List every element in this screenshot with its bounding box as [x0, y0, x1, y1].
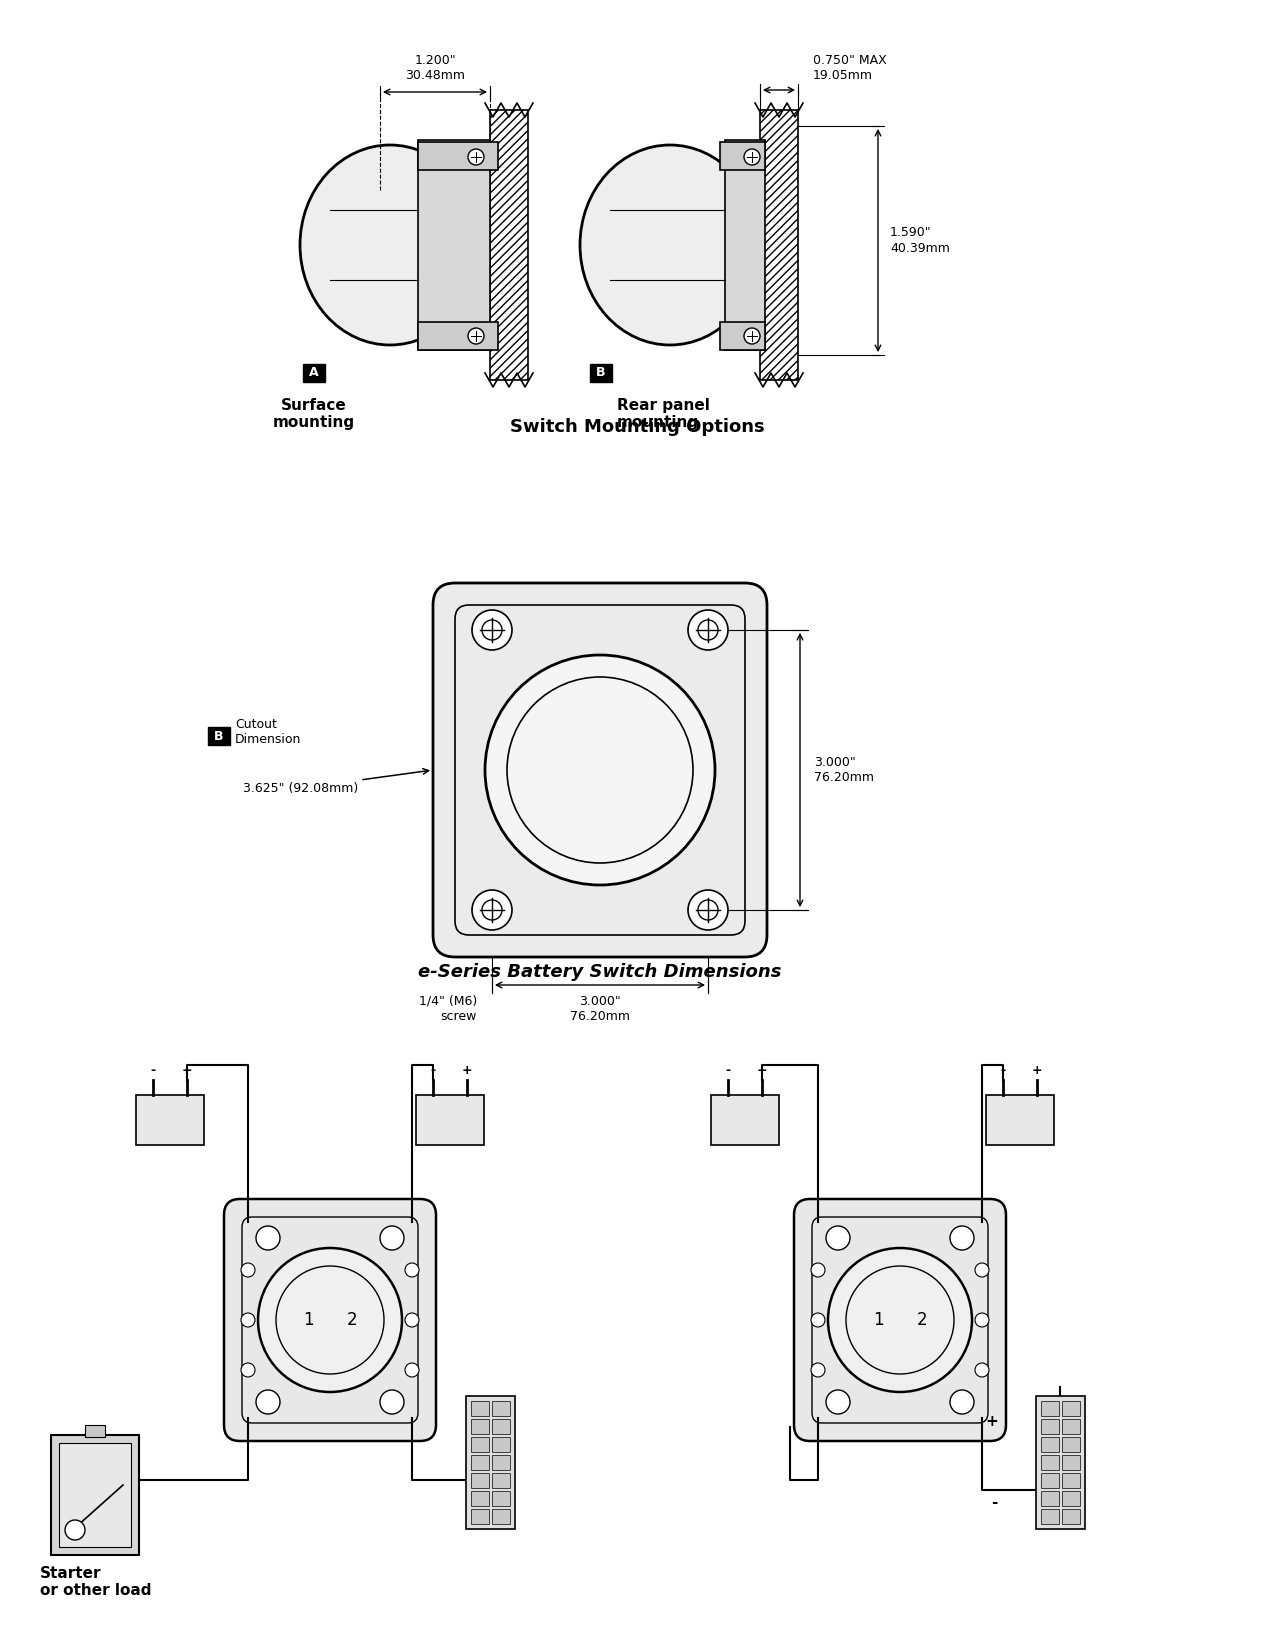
Text: +: + [756, 1064, 768, 1077]
Bar [1040, 1455, 1058, 1470]
Bar [725, 140, 765, 350]
Circle shape [468, 148, 484, 165]
Bar [986, 1096, 1054, 1145]
Text: Starter
or other load: Starter or other load [40, 1566, 152, 1599]
Circle shape [241, 1363, 255, 1378]
Bar [1062, 1437, 1080, 1452]
Bar [491, 1437, 510, 1452]
Circle shape [745, 328, 760, 343]
Circle shape [697, 899, 718, 921]
Circle shape [256, 1226, 280, 1251]
Text: 3.000"
76.20mm: 3.000" 76.20mm [570, 995, 630, 1023]
Circle shape [827, 1247, 972, 1393]
Circle shape [975, 1313, 989, 1327]
Bar [470, 1490, 488, 1505]
Bar [1062, 1490, 1080, 1505]
Text: B: B [214, 729, 223, 742]
Circle shape [484, 655, 715, 884]
Circle shape [811, 1363, 825, 1378]
Bar [1040, 1472, 1058, 1488]
Bar [418, 140, 490, 350]
Circle shape [241, 1262, 255, 1277]
Circle shape [472, 889, 513, 931]
Circle shape [811, 1313, 825, 1327]
Bar [491, 1455, 510, 1470]
Circle shape [688, 889, 728, 931]
Bar [760, 111, 798, 380]
Bar [1062, 1419, 1080, 1434]
Bar [490, 111, 528, 380]
Bar [590, 365, 612, 383]
Text: 0.750" MAX
19.05mm: 0.750" MAX 19.05mm [813, 54, 886, 82]
Bar [760, 111, 798, 380]
Bar [303, 365, 325, 383]
Circle shape [380, 1226, 404, 1251]
Circle shape [405, 1363, 419, 1378]
Text: 1: 1 [302, 1312, 314, 1328]
Text: 3.625" (92.08mm): 3.625" (92.08mm) [242, 782, 358, 795]
Bar [491, 1490, 510, 1505]
Bar [470, 1508, 488, 1523]
FancyBboxPatch shape [434, 582, 768, 957]
Text: -: - [150, 1064, 156, 1077]
Circle shape [826, 1389, 850, 1414]
Text: +: + [1031, 1064, 1043, 1077]
Circle shape [468, 328, 484, 343]
Bar [1062, 1401, 1080, 1416]
Text: B: B [597, 366, 606, 380]
Bar [470, 1472, 488, 1488]
Circle shape [405, 1262, 419, 1277]
Circle shape [380, 1389, 404, 1414]
Text: -: - [992, 1495, 998, 1510]
Text: +: + [462, 1064, 472, 1077]
Circle shape [811, 1262, 825, 1277]
Bar [418, 322, 499, 350]
Circle shape [950, 1226, 974, 1251]
Bar [491, 1401, 510, 1416]
Circle shape [241, 1313, 255, 1327]
Bar [491, 1472, 510, 1488]
Bar [416, 1096, 484, 1145]
Ellipse shape [580, 145, 760, 345]
Bar [491, 1508, 510, 1523]
Bar [720, 322, 765, 350]
Bar [470, 1419, 488, 1434]
Bar [1062, 1508, 1080, 1523]
Text: Surface
mounting: Surface mounting [273, 398, 354, 431]
Text: A: A [309, 366, 319, 380]
Text: -: - [1001, 1064, 1006, 1077]
Circle shape [975, 1262, 989, 1277]
Bar [1040, 1437, 1058, 1452]
Bar [470, 1437, 488, 1452]
Circle shape [826, 1226, 850, 1251]
Circle shape [405, 1313, 419, 1327]
Bar [470, 1455, 488, 1470]
Bar [720, 142, 765, 170]
Text: 1: 1 [872, 1312, 884, 1328]
Bar [1040, 1419, 1058, 1434]
Bar [470, 1401, 488, 1416]
FancyBboxPatch shape [224, 1200, 436, 1440]
Circle shape [688, 610, 728, 650]
Circle shape [950, 1389, 974, 1414]
Circle shape [745, 148, 760, 165]
Bar [1040, 1401, 1058, 1416]
Text: 1/4" (M6)
screw: 1/4" (M6) screw [418, 995, 477, 1023]
Text: 1.590"
40.39mm: 1.590" 40.39mm [890, 226, 950, 254]
Bar [1062, 1472, 1080, 1488]
Bar [1040, 1490, 1058, 1505]
Text: Cutout
Dimension: Cutout Dimension [235, 718, 301, 746]
Text: +: + [986, 1414, 998, 1429]
Text: -: - [725, 1064, 731, 1077]
Circle shape [256, 1389, 280, 1414]
Bar [51, 1436, 139, 1554]
Bar [465, 1396, 515, 1528]
Circle shape [697, 620, 718, 640]
Ellipse shape [300, 145, 479, 345]
Circle shape [482, 899, 502, 921]
Text: 2: 2 [917, 1312, 927, 1328]
Bar [1035, 1396, 1085, 1528]
Bar [1062, 1455, 1080, 1470]
Text: e-Series Battery Switch Dimensions: e-Series Battery Switch Dimensions [418, 964, 782, 982]
Text: -: - [431, 1064, 436, 1077]
